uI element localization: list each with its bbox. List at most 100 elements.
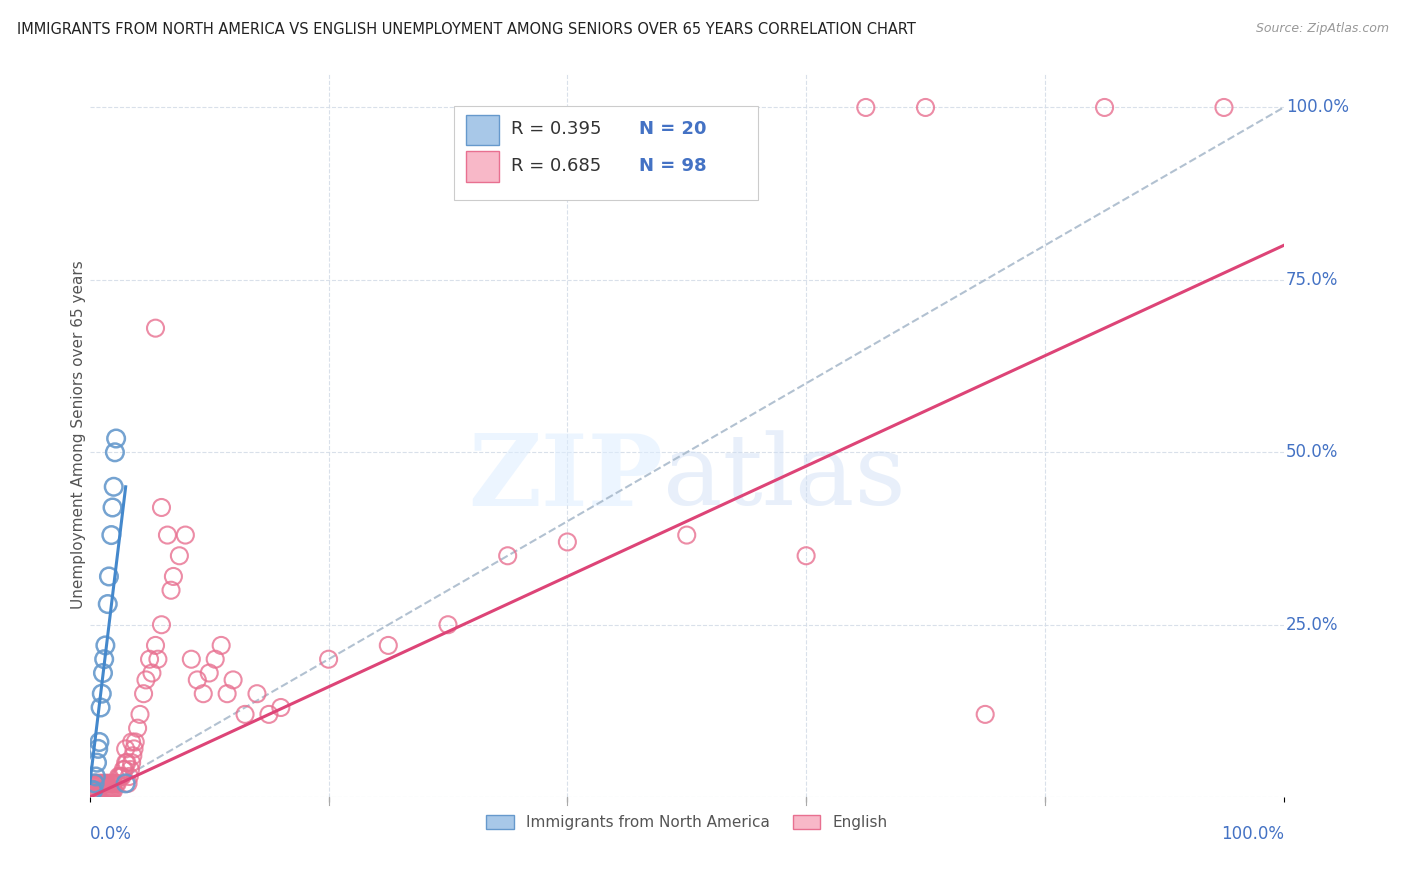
Point (96, 783, 118, 797)
Point (121, 735, 143, 749)
Point (114, 763, 136, 777)
Text: 100.0%: 100.0% (1286, 98, 1348, 117)
Point (90, 700, 112, 714)
Point (91, 776, 114, 790)
Point (174, 528, 197, 542)
Point (83, 776, 105, 790)
FancyBboxPatch shape (465, 115, 499, 145)
Point (104, 445, 127, 459)
Point (82, 783, 104, 797)
Text: 50.0%: 50.0% (1286, 443, 1339, 461)
Point (91, 783, 114, 797)
Point (82, 783, 104, 797)
Point (80, 783, 103, 797)
Point (150, 617, 173, 632)
Point (794, 549, 817, 563)
Point (257, 707, 280, 722)
Point (156, 528, 179, 542)
Point (169, 549, 191, 563)
Text: atlas: atlas (662, 431, 905, 526)
Point (103, 480, 125, 494)
Text: ZIP: ZIP (468, 430, 662, 527)
Point (87, 783, 110, 797)
Point (186, 673, 208, 687)
Point (146, 652, 169, 666)
Point (1094, 100, 1116, 114)
Point (217, 687, 239, 701)
Point (105, 776, 128, 790)
Y-axis label: Unemployment Among Seniors over 65 years: Unemployment Among Seniors over 65 years (72, 260, 86, 609)
Point (141, 665, 163, 680)
Point (437, 617, 460, 632)
Point (138, 652, 160, 666)
Point (87, 742, 110, 756)
Point (111, 769, 134, 783)
Point (93, 776, 115, 790)
Point (557, 535, 579, 549)
Point (270, 700, 292, 714)
Point (82, 783, 104, 797)
Point (675, 528, 697, 542)
Point (97, 776, 120, 790)
Point (89, 783, 111, 797)
Point (198, 665, 221, 680)
Point (82, 783, 104, 797)
Point (115, 756, 138, 770)
Text: N = 20: N = 20 (638, 120, 706, 138)
Point (114, 776, 136, 790)
Point (84, 769, 107, 783)
Point (82, 783, 104, 797)
Point (97, 783, 120, 797)
Point (496, 549, 519, 563)
Point (124, 735, 146, 749)
Point (84, 776, 107, 790)
Point (129, 707, 152, 722)
Point (82, 783, 104, 797)
Point (180, 652, 202, 666)
Point (222, 673, 245, 687)
Text: N = 98: N = 98 (638, 157, 707, 175)
Point (118, 769, 141, 783)
Point (135, 673, 157, 687)
Text: 100.0%: 100.0% (1220, 825, 1284, 843)
Point (204, 652, 226, 666)
Point (101, 500, 124, 515)
FancyBboxPatch shape (465, 151, 499, 182)
Point (246, 687, 269, 701)
Point (145, 639, 167, 653)
Point (150, 500, 173, 515)
Point (105, 432, 128, 446)
Point (1213, 100, 1236, 114)
Point (114, 756, 136, 770)
Point (132, 687, 155, 701)
Point (100, 528, 122, 542)
Point (103, 783, 125, 797)
Point (121, 756, 143, 770)
Text: 25.0%: 25.0% (1286, 615, 1339, 633)
Point (98, 783, 121, 797)
Point (103, 776, 125, 790)
Point (90, 776, 112, 790)
Point (100, 783, 122, 797)
Point (101, 783, 124, 797)
Text: R = 0.395: R = 0.395 (512, 120, 602, 138)
Text: IMMIGRANTS FROM NORTH AMERICA VS ENGLISH UNEMPLOYMENT AMONG SENIORS OVER 65 YEAR: IMMIGRANTS FROM NORTH AMERICA VS ENGLISH… (17, 22, 915, 37)
Point (110, 769, 132, 783)
Point (107, 769, 129, 783)
Point (96, 776, 118, 790)
Point (162, 569, 184, 583)
Point (120, 763, 142, 777)
Point (117, 776, 139, 790)
Point (94, 776, 117, 790)
Point (145, 321, 167, 335)
Point (121, 748, 143, 763)
Point (377, 639, 399, 653)
Text: Source: ZipAtlas.com: Source: ZipAtlas.com (1256, 22, 1389, 36)
Point (914, 100, 936, 114)
Point (86, 756, 108, 770)
Point (91, 665, 114, 680)
Point (318, 652, 340, 666)
Point (209, 639, 232, 653)
FancyBboxPatch shape (454, 105, 758, 200)
Point (93, 783, 115, 797)
